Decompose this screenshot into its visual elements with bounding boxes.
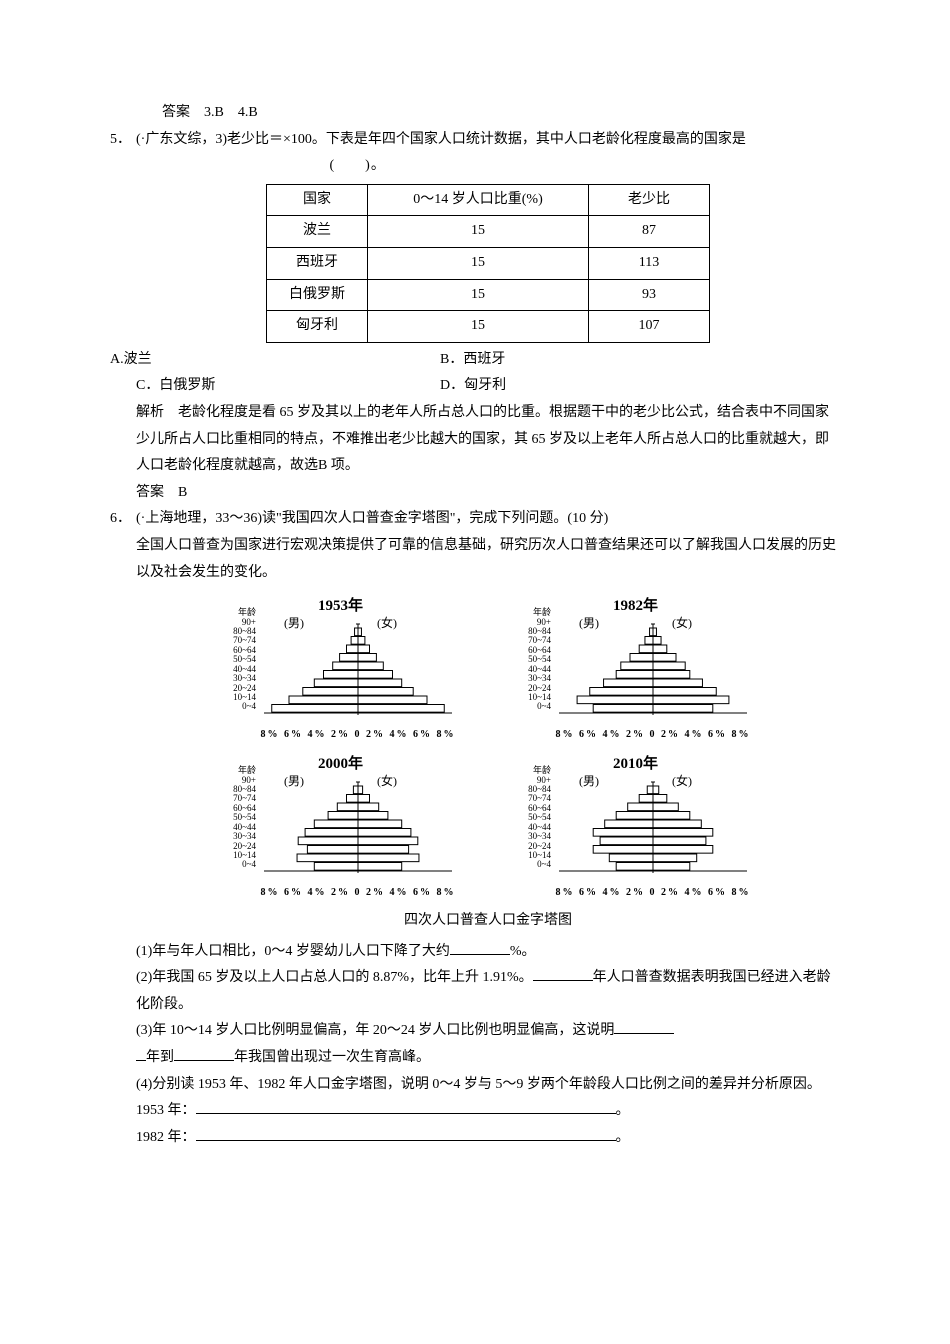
q5-explain: 解析 老龄化程度是看 65 岁及其以上的老年人所占总人口的比重。根据题干中的老少… bbox=[136, 400, 840, 480]
question-6: 6． (·上海地理，33～36)读"我国四次人口普查金字塔图"，完成下列问题。(… bbox=[110, 506, 840, 1151]
table-row: 西班牙15113 bbox=[267, 247, 710, 279]
q6-sub3: (3)年 10～14 岁人口比例明显偏高，年 20～24 岁人口比例也明显偏高，… bbox=[136, 1018, 840, 1071]
pyramid-caption: 四次人口普查人口金字塔图 bbox=[136, 908, 840, 935]
q5-stem: (·广东文综，3)老少比＝×100。下表是年四个国家人口统计数据，其中人口老龄化… bbox=[136, 127, 840, 180]
pyramid-ylabels: 年龄90+80~8470~7460~6450~5440~4430~3420~24… bbox=[226, 608, 256, 712]
q5-opt-d[interactable]: D．匈牙利 bbox=[440, 373, 840, 400]
pyramid-2000年: 2000年年龄90+80~8470~7460~6450~5440~4430~34… bbox=[208, 752, 473, 902]
blank-1953[interactable] bbox=[196, 1099, 616, 1114]
q6-stem: (·上海地理，33～36)读"我国四次人口普查金字塔图"，完成下列问题。(10 … bbox=[136, 506, 840, 533]
q5-opt-c[interactable]: C．白俄罗斯 bbox=[136, 373, 440, 400]
q6-intro: 全国人口普查为国家进行宏观决策提供了可靠的信息基础，研究历次人口普查结果还可以了… bbox=[136, 533, 840, 586]
q5-opt-a[interactable]: A.波兰 bbox=[110, 347, 440, 374]
q5-answer: 答案 B bbox=[136, 480, 840, 507]
col-country: 国家 bbox=[267, 184, 368, 216]
q6-sub4: (4)分别读 1953 年、1982 年人口金字塔图，说明 0～4 岁与 5～9… bbox=[136, 1072, 840, 1099]
pyramid-2010年: 2010年年龄90+80~8470~7460~6450~5440~4430~34… bbox=[503, 752, 768, 902]
pyramid-xaxis: 8% 6% 4% 2% 0 2% 4% 6% 8% bbox=[553, 725, 753, 744]
pyramid-figure: 1953年年龄90+80~8470~7460~6450~5440~4430~34… bbox=[136, 594, 840, 935]
table-row: 波兰1587 bbox=[267, 216, 710, 248]
q6-sub1: (1)年与年人口相比，0～4 岁婴幼儿人口下降了大约%。 bbox=[136, 939, 840, 966]
blank-1982[interactable] bbox=[196, 1126, 616, 1141]
q6-1953-line: 1953 年：。 bbox=[136, 1098, 840, 1125]
question-5: 5． (·广东文综，3)老少比＝×100。下表是年四个国家人口统计数据，其中人口… bbox=[110, 127, 840, 507]
table-row: 匈牙利15107 bbox=[267, 311, 710, 343]
blank-3a[interactable] bbox=[614, 1019, 674, 1034]
pyramid-xaxis: 8% 6% 4% 2% 0 2% 4% 6% 8% bbox=[258, 725, 458, 744]
pyramid-svg bbox=[553, 610, 753, 725]
table-header-row: 国家 0～14 岁人口比重(%) 老少比 bbox=[267, 184, 710, 216]
pyramid-1982年: 1982年年龄90+80~8470~7460~6450~5440~4430~34… bbox=[503, 594, 768, 744]
pyramid-svg bbox=[553, 768, 753, 883]
q6-1982-line: 1982 年：。 bbox=[136, 1125, 840, 1152]
blank-1[interactable] bbox=[450, 940, 510, 955]
q6-number: 6． bbox=[110, 506, 136, 533]
q5-options-2: C．白俄罗斯 D．匈牙利 bbox=[136, 373, 840, 400]
q5-answer-blank[interactable]: ( )。 bbox=[330, 153, 386, 180]
pyramid-xaxis: 8% 6% 4% 2% 0 2% 4% 6% 8% bbox=[258, 883, 458, 902]
q5-table: 国家 0～14 岁人口比重(%) 老少比 波兰1587 西班牙15113 白俄罗… bbox=[266, 184, 710, 343]
pyramid-ylabels: 年龄90+80~8470~7460~6450~5440~4430~3420~24… bbox=[226, 766, 256, 870]
q5-opt-b[interactable]: B．西班牙 bbox=[440, 347, 840, 374]
blank-3b[interactable] bbox=[174, 1046, 234, 1061]
pyramid-svg bbox=[258, 768, 458, 883]
blank-2[interactable] bbox=[533, 966, 593, 981]
col-pct: 0～14 岁人口比重(%) bbox=[368, 184, 589, 216]
answers-3-4: 答案 3.B 4.B bbox=[110, 100, 840, 127]
pyramid-ylabels: 年龄90+80~8470~7460~6450~5440~4430~3420~24… bbox=[521, 608, 551, 712]
table-row: 白俄罗斯1593 bbox=[267, 279, 710, 311]
q6-sub2: (2)年我国 65 岁及以上人口占总人口的 8.87%，比年上升 1.91%。年… bbox=[136, 965, 840, 1018]
pyramid-ylabels: 年龄90+80~8470~7460~6450~5440~4430~3420~24… bbox=[521, 766, 551, 870]
col-ratio: 老少比 bbox=[589, 184, 710, 216]
pyramid-1953年: 1953年年龄90+80~8470~7460~6450~5440~4430~34… bbox=[208, 594, 473, 744]
q5-options: A.波兰 B．西班牙 bbox=[110, 347, 840, 374]
pyramid-svg bbox=[258, 610, 458, 725]
q5-number: 5． bbox=[110, 127, 136, 154]
q5-stem-text: (·广东文综，3)老少比＝×100。下表是年四个国家人口统计数据，其中人口老龄化… bbox=[136, 132, 746, 147]
pyramid-xaxis: 8% 6% 4% 2% 0 2% 4% 6% 8% bbox=[553, 883, 753, 902]
